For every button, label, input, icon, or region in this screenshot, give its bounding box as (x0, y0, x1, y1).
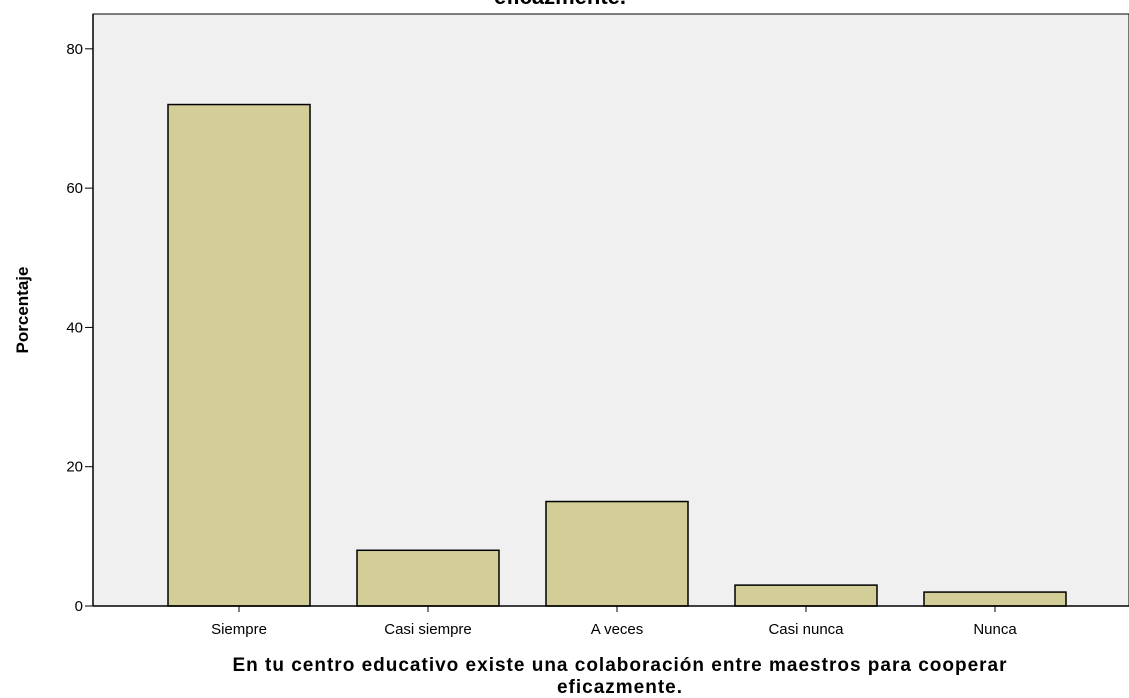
bar-casi-nunca (734, 584, 878, 607)
x-axis-label-line-1: En tu centro educativo existe una colabo… (232, 655, 1007, 676)
bar-siempre (167, 103, 311, 607)
bar-a-veces (545, 500, 689, 607)
bar-nunca (923, 591, 1067, 607)
x-tick-label: Siempre (211, 621, 267, 638)
y-tick-label: 20 (66, 459, 83, 476)
x-tick-label: Casi siempre (384, 621, 472, 638)
y-axis-label: Porcentaje (13, 267, 32, 354)
chart-title: eficazmente. (494, 0, 626, 9)
y-tick-label: 0 (75, 598, 83, 615)
x-axis-label-line-2: eficazmente. (557, 677, 683, 698)
x-tick-label: Nunca (973, 621, 1017, 638)
y-tick-label: 80 (66, 41, 83, 58)
y-tick-label: 60 (66, 180, 83, 197)
y-tick-label: 40 (66, 319, 83, 336)
x-tick-label: Casi nunca (768, 621, 844, 638)
bar-casi-siempre (356, 549, 500, 607)
x-tick-label: A veces (591, 621, 644, 638)
